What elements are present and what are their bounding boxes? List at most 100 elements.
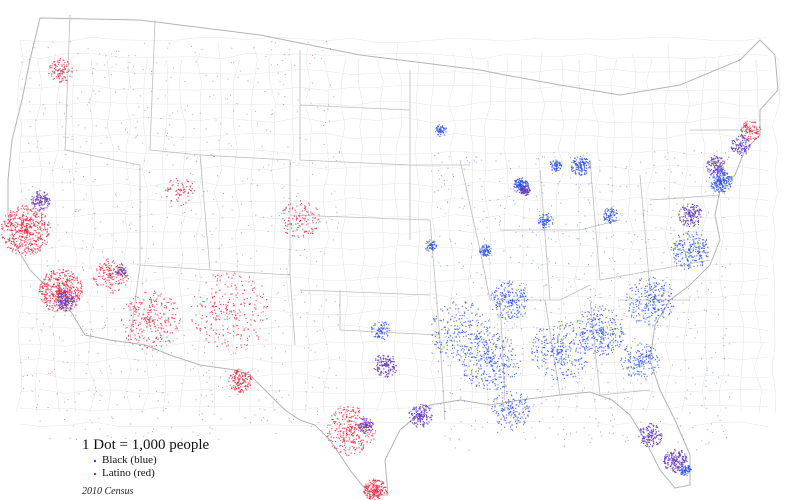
population-dot	[31, 195, 33, 197]
population-dot	[144, 291, 146, 293]
population-dot	[392, 366, 394, 369]
population-dot	[27, 233, 29, 235]
county-line	[645, 58, 655, 413]
population-dot	[385, 358, 387, 360]
population-dot	[192, 192, 194, 194]
population-dot	[135, 295, 137, 297]
population-dot	[644, 292, 646, 294]
population-dot	[71, 303, 73, 305]
population-dot	[39, 202, 42, 204]
county-line	[429, 56, 438, 413]
population-dot	[683, 208, 685, 210]
population-dot	[342, 435, 344, 437]
population-dot	[172, 184, 174, 186]
population-dot	[27, 223, 29, 225]
population-dot	[46, 194, 48, 196]
population-dot	[71, 298, 73, 300]
population-dot	[17, 250, 19, 252]
population-dot	[283, 209, 285, 211]
population-dot	[608, 333, 610, 335]
population-dot	[61, 69, 63, 71]
population-dot	[66, 65, 68, 67]
population-dot	[54, 286, 56, 288]
population-dot	[21, 226, 23, 228]
population-dot	[602, 305, 604, 307]
population-dot	[555, 168, 557, 170]
population-dot	[35, 203, 37, 206]
population-dot	[589, 331, 591, 333]
population-dot	[658, 301, 660, 303]
population-dot	[595, 330, 597, 332]
population-dot	[147, 312, 149, 314]
population-dot	[159, 337, 162, 339]
population-dot	[657, 314, 659, 316]
population-dot	[234, 374, 236, 376]
population-dot	[161, 302, 163, 304]
population-dot	[107, 258, 109, 260]
population-dot	[342, 409, 344, 411]
county-line	[467, 47, 475, 413]
population-dot	[201, 315, 203, 317]
population-dot	[698, 213, 700, 215]
population-dot	[366, 418, 368, 420]
population-dot	[422, 415, 424, 417]
population-dot	[410, 410, 412, 413]
population-dot	[380, 370, 382, 373]
population-dot	[709, 170, 711, 172]
population-dot	[118, 269, 121, 271]
population-dot	[557, 327, 559, 329]
population-dot	[416, 410, 418, 412]
population-dot	[14, 237, 17, 239]
county-line	[447, 51, 457, 413]
population-dot	[522, 187, 524, 189]
population-dot	[19, 216, 21, 219]
population-dot	[9, 234, 11, 236]
population-dot	[34, 247, 36, 250]
population-dot	[80, 287, 82, 289]
population-dot	[139, 322, 141, 324]
population-dot	[9, 213, 11, 216]
population-dot	[15, 226, 17, 229]
population-dot	[56, 282, 58, 284]
population-dot	[552, 160, 554, 162]
population-dot	[427, 423, 429, 425]
population-dot	[242, 390, 244, 392]
county-line	[161, 59, 169, 413]
population-dot	[17, 208, 19, 211]
population-dot	[68, 63, 70, 65]
population-dot	[724, 173, 726, 175]
population-dot	[14, 215, 16, 217]
population-dot	[350, 441, 352, 443]
population-dot	[687, 230, 689, 233]
population-dot	[56, 310, 58, 312]
population-dot	[383, 372, 385, 374]
population-dot	[155, 299, 157, 301]
population-dot	[359, 451, 361, 453]
population-dot	[58, 69, 60, 71]
population-dot	[115, 271, 117, 273]
population-dot	[695, 210, 697, 212]
population-dot	[226, 312, 228, 314]
population-dot	[244, 380, 246, 382]
population-dot	[358, 417, 360, 419]
population-dot	[585, 325, 587, 327]
population-dot	[577, 168, 579, 170]
population-dot	[684, 220, 686, 222]
population-dot	[344, 418, 346, 420]
population-dot	[691, 251, 693, 253]
population-dot	[411, 412, 413, 415]
population-dot	[30, 220, 32, 222]
population-dot	[48, 279, 50, 281]
population-dot	[19, 243, 21, 245]
population-dot	[361, 427, 363, 429]
population-dot	[673, 253, 675, 255]
population-dot	[77, 295, 79, 297]
population-dot	[560, 164, 562, 166]
population-dot	[146, 323, 149, 325]
population-dot	[244, 303, 246, 305]
population-dot	[156, 314, 158, 316]
population-dot	[412, 417, 414, 419]
population-dot	[29, 233, 31, 236]
population-dot	[715, 156, 717, 158]
population-dot	[724, 171, 726, 173]
